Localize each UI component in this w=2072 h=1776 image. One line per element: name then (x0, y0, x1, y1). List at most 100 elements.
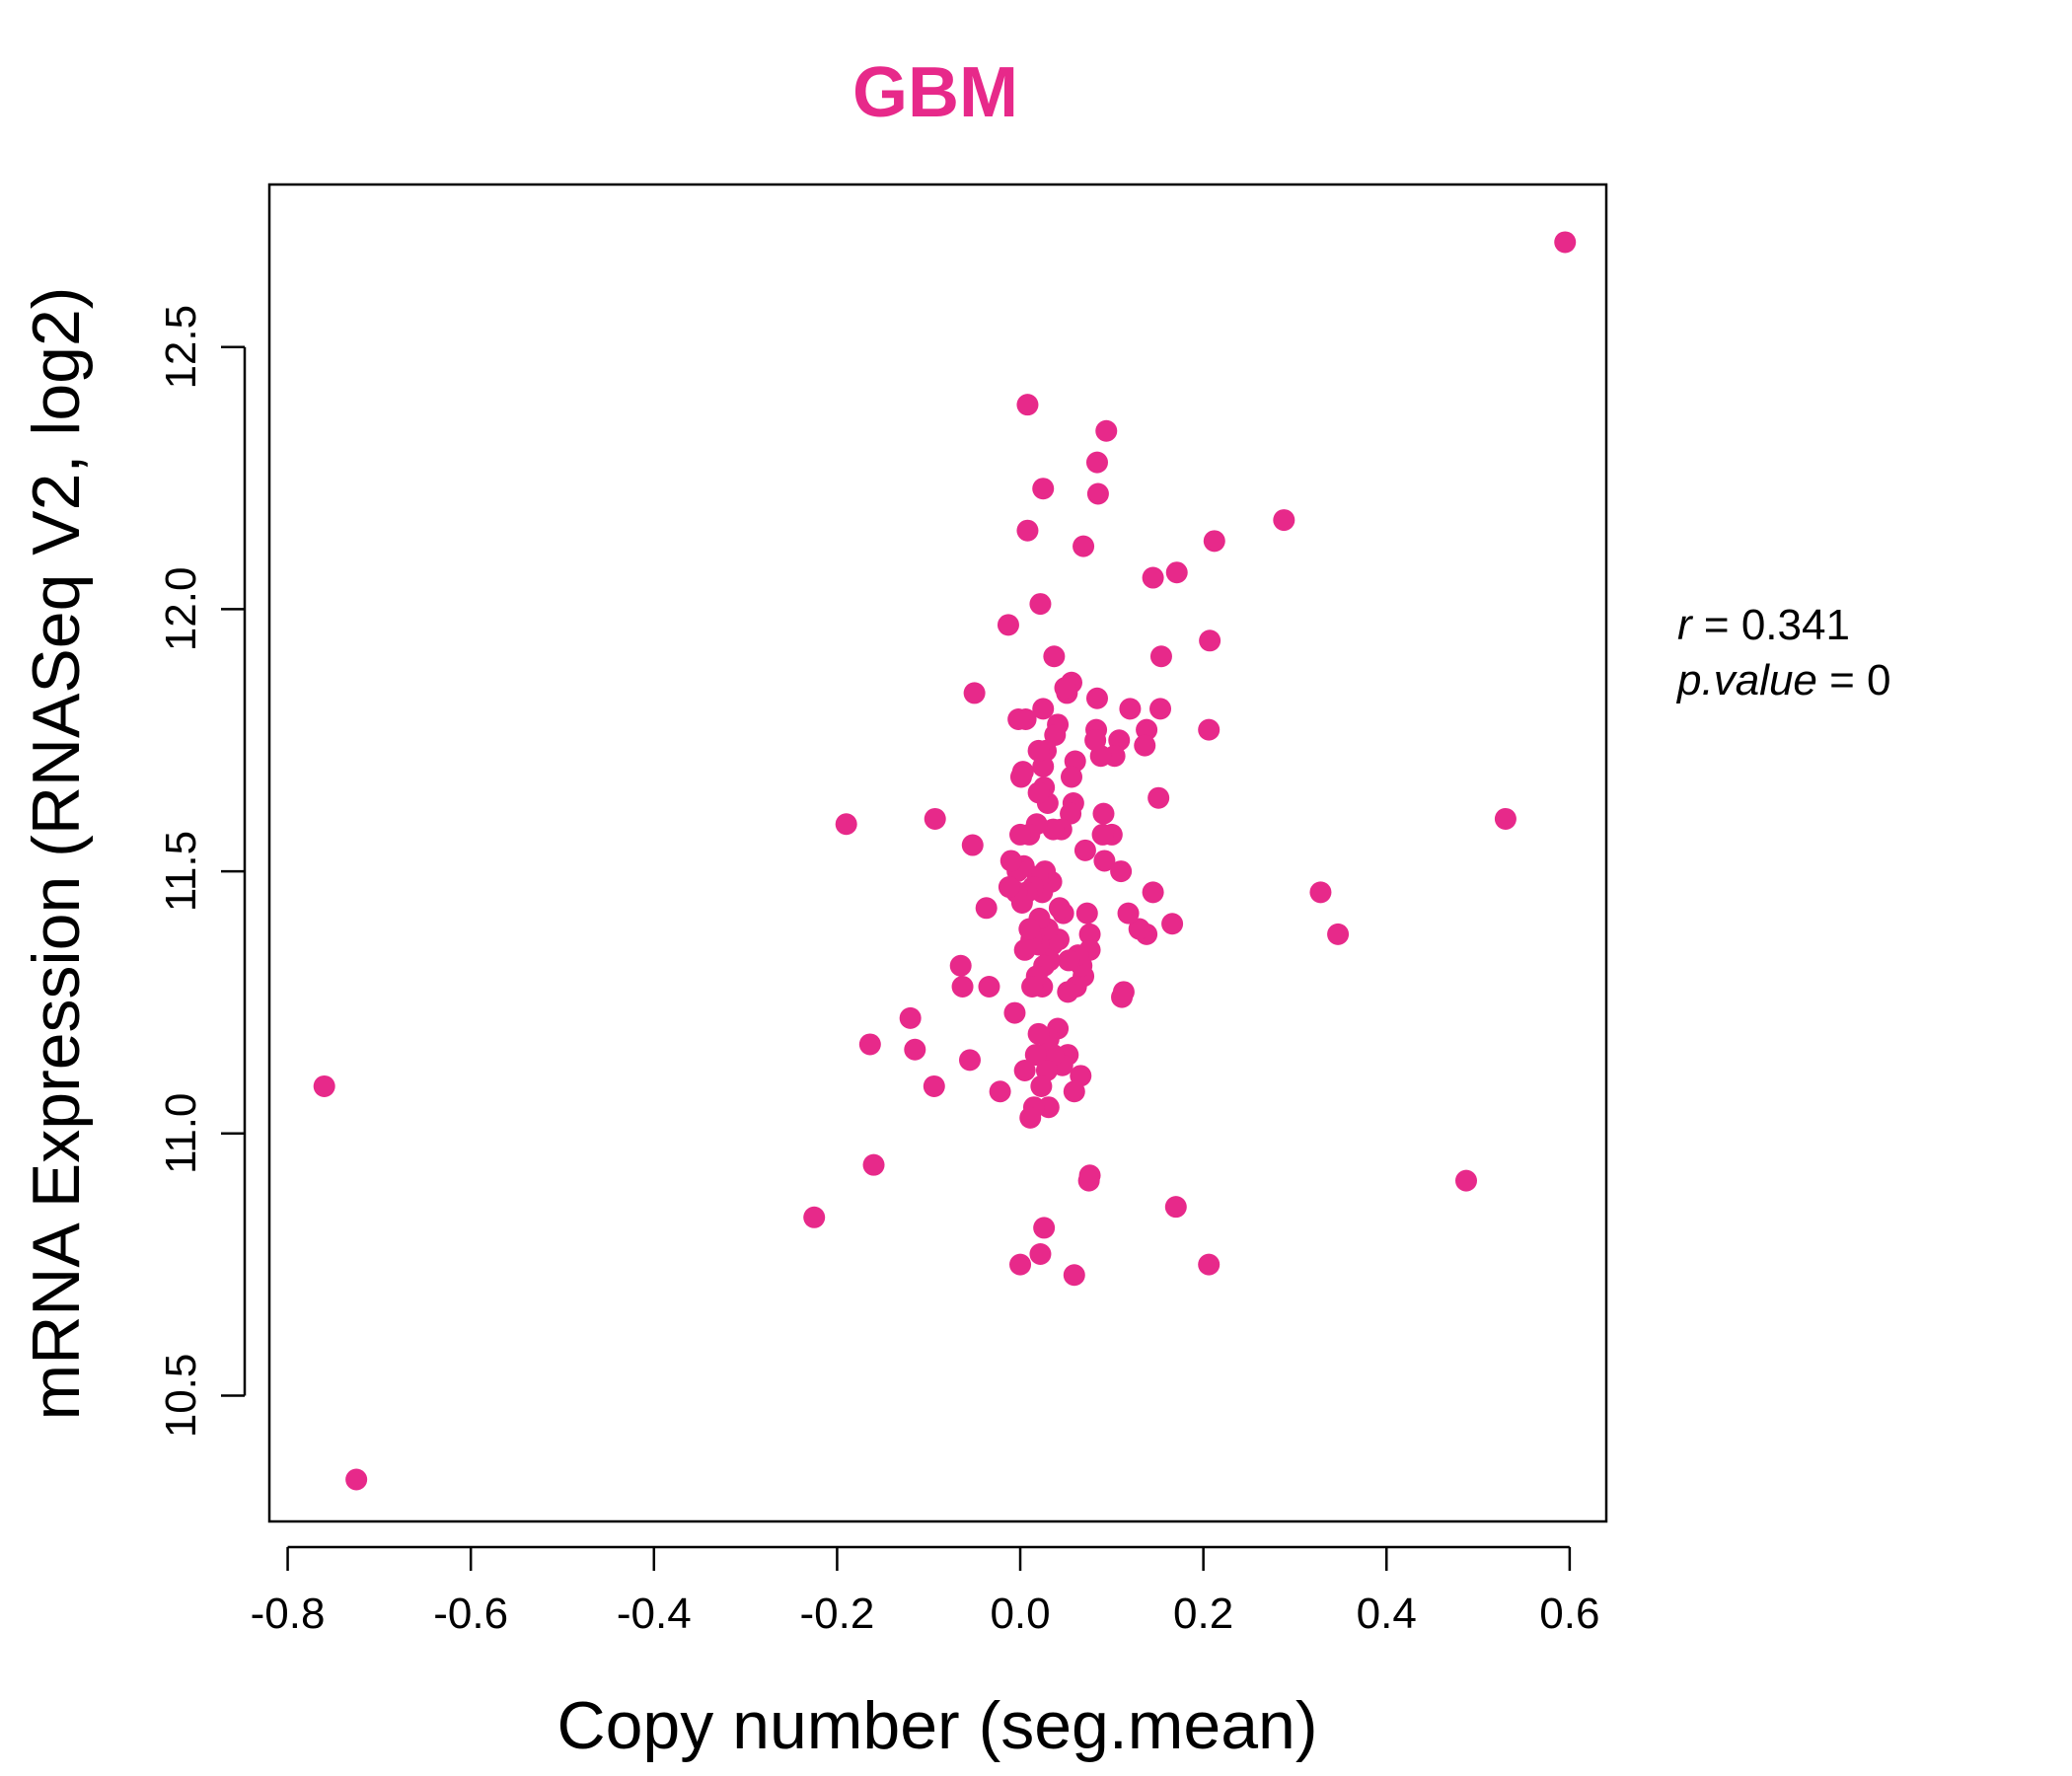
data-point (1009, 766, 1032, 788)
data-point (1142, 881, 1164, 904)
data-point (1021, 976, 1044, 998)
data-point (1032, 478, 1055, 500)
r-statistic: r = 0.341 (1677, 601, 1850, 649)
data-point (1007, 708, 1030, 730)
data-point (961, 834, 984, 856)
data-point (989, 1080, 1011, 1103)
p-value: 0 (1867, 656, 1890, 704)
data-point (1024, 1044, 1047, 1067)
data-point (1018, 918, 1041, 940)
data-point (1309, 881, 1332, 904)
data-point (1013, 938, 1036, 961)
data-point (1016, 394, 1039, 416)
data-point (1327, 923, 1350, 945)
data-point (1455, 1169, 1478, 1192)
data-point (1147, 786, 1170, 809)
data-point (1013, 1060, 1036, 1082)
data-point (924, 807, 946, 830)
x-tick-label: 0.6 (1539, 1590, 1599, 1638)
data-point (1199, 629, 1221, 652)
data-point (1111, 986, 1134, 1008)
data-point (835, 813, 857, 836)
data-point (858, 1033, 881, 1056)
x-tick-label: -0.2 (799, 1590, 874, 1638)
data-point (904, 1038, 926, 1061)
data-point (1161, 913, 1184, 935)
data-point (1043, 645, 1066, 668)
data-point (1060, 802, 1082, 825)
data-point (1016, 519, 1039, 542)
data-point (949, 954, 972, 977)
data-point (1030, 1074, 1053, 1097)
data-point (1110, 860, 1133, 883)
data-point (803, 1206, 826, 1228)
data-point (958, 1049, 981, 1072)
data-point (345, 1468, 368, 1491)
x-tick-label: 0.0 (990, 1590, 1050, 1638)
data-point (1117, 902, 1140, 925)
data-point (1054, 677, 1076, 700)
y-axis: 10.5 11.0 11.5 12.0 12.5 (157, 305, 247, 1439)
p-label: p.value (1675, 656, 1817, 704)
r-label: r (1677, 601, 1694, 649)
data-point (1033, 1217, 1056, 1239)
data-point (1198, 718, 1221, 741)
y-tick-label: 12.0 (157, 567, 205, 652)
data-point (1032, 698, 1055, 720)
plot-frame (267, 183, 1608, 1523)
y-tick-label: 12.5 (157, 305, 205, 390)
x-tick-label: -0.6 (433, 1590, 508, 1638)
data-point (1091, 823, 1114, 846)
data-point (1142, 566, 1164, 589)
data-point (1128, 918, 1150, 940)
data-point (1009, 1253, 1032, 1276)
data-point (1086, 482, 1109, 505)
data-point (1203, 530, 1225, 553)
x-tick-label: 0.2 (1173, 1590, 1233, 1638)
y-tick-label: 10.5 (157, 1354, 205, 1439)
x-tick-label: -0.4 (617, 1590, 692, 1638)
data-point (1058, 949, 1080, 972)
data-point (1165, 561, 1188, 584)
data-point (1027, 1022, 1050, 1045)
data-point (963, 682, 986, 704)
data-point (1029, 1243, 1052, 1265)
data-point (998, 876, 1020, 899)
data-point (1164, 1196, 1187, 1219)
data-point (1093, 850, 1116, 872)
data-point (1073, 839, 1096, 861)
p-statistic: p.value = 0 (1675, 656, 1891, 704)
data-point (1134, 734, 1156, 757)
data-point (1027, 739, 1050, 762)
data-point (1063, 1080, 1085, 1103)
data-point (1119, 698, 1142, 720)
data-point (1149, 645, 1172, 668)
data-point (1048, 897, 1071, 920)
data-point (1029, 593, 1052, 616)
data-point (999, 850, 1022, 872)
data-point (1085, 687, 1108, 709)
data-point (1019, 1106, 1042, 1129)
data-point (1095, 419, 1118, 442)
data-point (1149, 698, 1172, 720)
data-point (1273, 509, 1295, 532)
data-points (313, 231, 1577, 1491)
data-point (1003, 1001, 1026, 1024)
data-point (1009, 823, 1032, 846)
data-point (1042, 818, 1065, 841)
data-point (1061, 766, 1082, 788)
r-value: 0.341 (1741, 601, 1850, 649)
y-tick-label: 11.5 (157, 831, 205, 912)
x-tick-label: -0.8 (251, 1590, 326, 1638)
data-point (1075, 902, 1098, 925)
chart-title: GBM (852, 53, 1018, 132)
data-point (1073, 535, 1095, 557)
data-point (1027, 781, 1050, 804)
data-point (975, 897, 998, 920)
data-point (1078, 923, 1101, 945)
data-point (978, 976, 1000, 998)
data-point (1084, 729, 1107, 752)
data-point (862, 1153, 885, 1176)
data-point (1092, 802, 1115, 825)
